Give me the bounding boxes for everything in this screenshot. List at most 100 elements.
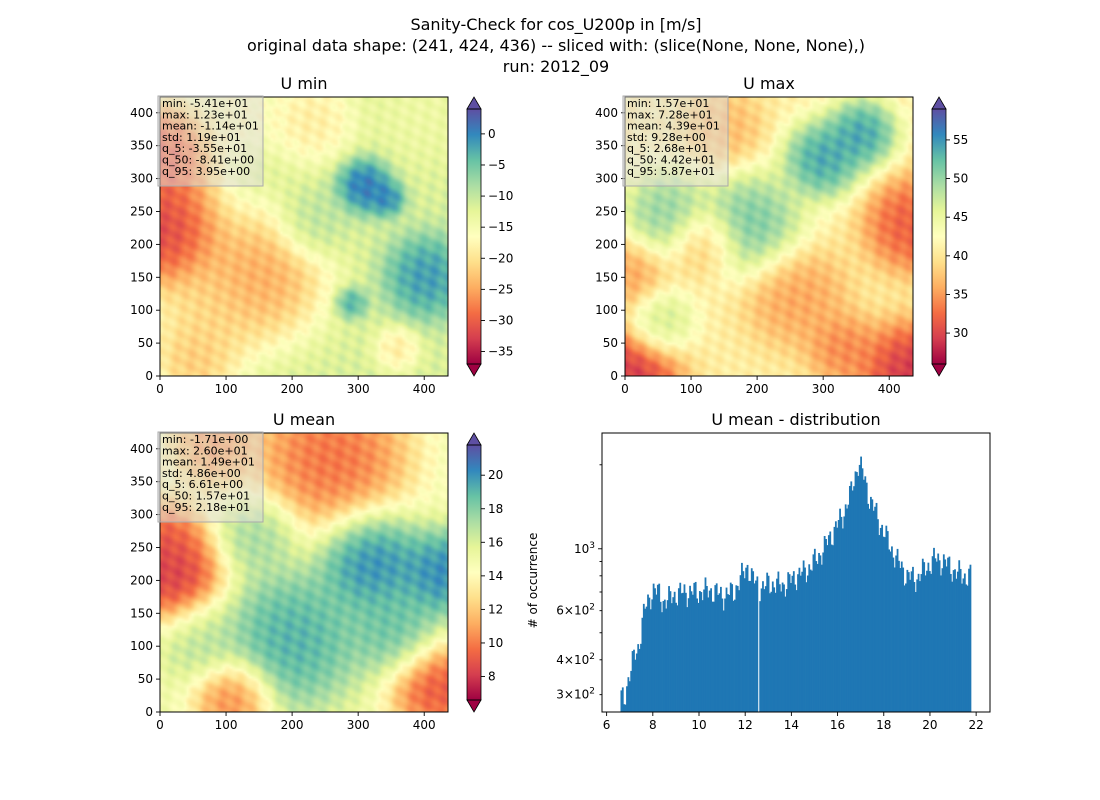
y-tick-label: 0 xyxy=(145,369,153,383)
x-tick-label: 400 xyxy=(413,718,436,732)
histogram-bar xyxy=(696,598,698,712)
y-tick-label: 150 xyxy=(595,270,618,284)
x-tick-label: 20 xyxy=(922,718,937,732)
histogram-bar xyxy=(851,490,854,712)
histogram-bar xyxy=(638,648,641,712)
histogram-bar xyxy=(937,553,940,712)
histogram-bar xyxy=(799,575,802,712)
colorbar-gradient xyxy=(932,109,946,364)
histogram-bar xyxy=(938,560,941,712)
histogram-bar xyxy=(746,564,749,712)
histogram-bar xyxy=(669,591,672,712)
histogram-bar xyxy=(794,584,797,712)
histogram-bar xyxy=(670,603,673,712)
x-tick-label: 0 xyxy=(156,718,164,732)
histogram-bar xyxy=(659,601,662,712)
histogram-bar xyxy=(739,575,742,712)
colorbar-tick-label: 45 xyxy=(953,210,968,224)
histogram-bar xyxy=(926,570,928,712)
histogram-bar xyxy=(841,528,844,712)
histogram-bar xyxy=(627,677,630,712)
histogram-bar xyxy=(843,516,846,712)
colorbar-tick-label: −20 xyxy=(488,251,513,265)
histogram-bar xyxy=(813,548,816,712)
histogram-bar xyxy=(919,581,921,712)
histogram-bar xyxy=(877,519,879,712)
histogram-bar xyxy=(836,527,839,712)
y-tick-label: 100 xyxy=(130,639,153,653)
panel-title: U mean - distribution xyxy=(711,410,880,429)
y-tick-label: 350 xyxy=(130,139,153,153)
y-tick-label: 100 xyxy=(595,303,618,317)
x-tick-label: 300 xyxy=(812,382,835,396)
panel-title: U max xyxy=(743,74,795,93)
histogram-bar xyxy=(823,536,826,712)
heatmap-panel-u-mean: U mean 0 100 200 300 400 0 50 100 150 200 250 300 350… xyxy=(130,410,503,732)
histogram-bar xyxy=(927,562,930,712)
y-tick-exponent: 2 xyxy=(589,603,595,613)
histogram-bar xyxy=(762,581,764,712)
histogram-bar xyxy=(644,608,647,712)
panel-title: U min xyxy=(281,74,328,93)
histogram-bar xyxy=(903,585,906,712)
histogram-bar xyxy=(735,585,738,712)
histogram-bar xyxy=(850,481,853,712)
histogram-bar xyxy=(952,570,955,712)
colorbar-tick-label: 50 xyxy=(953,172,968,186)
histogram-bar xyxy=(749,580,752,712)
histogram-bar xyxy=(656,584,659,712)
histogram-bar xyxy=(665,608,668,712)
histogram-bar xyxy=(833,526,836,712)
histogram-bar xyxy=(878,535,881,712)
histogram-bar xyxy=(891,546,893,712)
stats-line: min: -1.71e+00 xyxy=(162,433,248,446)
y-tick-label: 250 xyxy=(130,540,153,554)
x-tick-label: 8 xyxy=(649,718,657,732)
histogram-bar xyxy=(628,681,631,712)
x-tick-label: 400 xyxy=(878,382,901,396)
histogram-bar xyxy=(863,479,865,712)
histogram-bar xyxy=(867,503,870,712)
colorbar-tick-label: −15 xyxy=(488,220,513,234)
y-tick-label: 250 xyxy=(595,204,618,218)
histogram-bar xyxy=(871,499,874,712)
histogram-bar xyxy=(698,591,701,712)
histogram-bar xyxy=(791,575,794,712)
histogram-bar xyxy=(916,579,919,712)
x-tick-label: 200 xyxy=(281,718,304,732)
y-tick-label: 100 xyxy=(130,303,153,317)
histogram-bar xyxy=(776,578,778,712)
suptitle-line-3: run: 2012_09 xyxy=(503,57,609,77)
histogram-bar xyxy=(840,516,843,712)
histogram-bar xyxy=(745,567,748,712)
histogram-bar xyxy=(959,568,962,712)
y-tick-label: 0 xyxy=(145,705,153,719)
histogram-bar xyxy=(899,568,902,712)
stats-line: q_5: 2.68e+01 xyxy=(627,142,708,155)
colorbar-extend-top xyxy=(466,96,482,110)
histogram-bar xyxy=(783,584,785,712)
histogram-bar xyxy=(853,486,855,712)
histogram-bar xyxy=(917,573,920,712)
histogram-bar xyxy=(771,581,774,712)
stats-box-background xyxy=(622,95,729,187)
histogram-bar xyxy=(809,569,812,712)
histogram-bar xyxy=(655,594,658,712)
y-tick-exponent: 2 xyxy=(589,652,595,662)
x-tick-label: 100 xyxy=(215,718,238,732)
stats-line: q_5: -3.55e+01 xyxy=(162,142,247,155)
histogram-bar xyxy=(812,554,815,712)
histogram-bar xyxy=(847,504,850,712)
histogram-bar xyxy=(900,561,903,712)
stats-line: std: 1.19e+01 xyxy=(162,131,241,144)
histogram-bar xyxy=(713,601,715,712)
colorbar-frame xyxy=(466,108,482,365)
histogram-bar xyxy=(882,536,885,712)
stats-line: max: 2.60e+01 xyxy=(162,444,248,457)
stats-line: q_5: 6.61e+00 xyxy=(162,478,243,491)
histogram-bar xyxy=(790,582,792,712)
y-tick-exponent: 3 xyxy=(589,541,595,551)
stats-line: mean: 1.49e+01 xyxy=(162,456,255,469)
